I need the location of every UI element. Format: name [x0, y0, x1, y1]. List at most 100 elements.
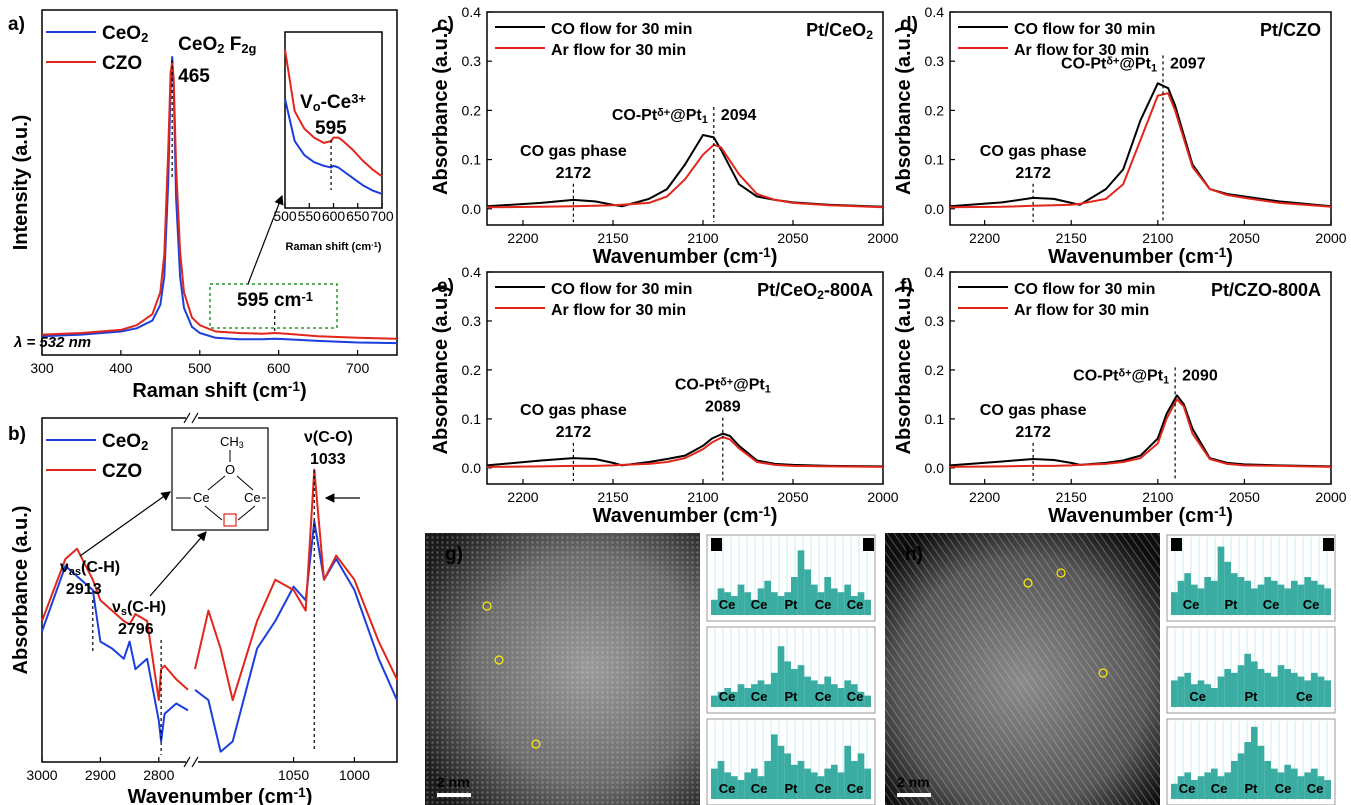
- profile-bar: [1257, 669, 1265, 707]
- y-tick-label: 0.4: [462, 264, 482, 280]
- probe-point: [482, 601, 492, 611]
- profile-bar: [777, 646, 785, 707]
- data-line: [41, 56, 398, 345]
- panel-title-part: 2: [817, 288, 824, 302]
- profile-bar: [857, 753, 865, 799]
- element-label: Ce: [1179, 781, 1196, 796]
- profile-bar: [1311, 768, 1318, 799]
- profile-bar: [817, 592, 825, 615]
- legend-label: CO flow for 30 min: [1014, 21, 1155, 38]
- data-line: [949, 92, 1332, 209]
- profile-bar: [777, 745, 785, 799]
- element-label: Ce: [815, 781, 832, 796]
- x-tick-label: 2200: [969, 230, 1000, 246]
- y-tick-label: 0.3: [462, 53, 482, 69]
- scale-label: 2 nm: [437, 774, 470, 790]
- x-axis-title-part: -1: [1214, 504, 1227, 519]
- gas-label: CO gas phase: [980, 402, 1087, 419]
- probe-point: [531, 739, 541, 749]
- band-value: 2913: [66, 581, 102, 598]
- profile-bar: [1277, 584, 1285, 615]
- corner-badge: [1171, 538, 1182, 551]
- data-line: [486, 143, 884, 209]
- profile-bar: [1244, 742, 1251, 799]
- panel-title-part: Pt/CeO: [806, 20, 866, 40]
- gas-label: CO gas phase: [980, 143, 1087, 160]
- panel-title-part: 2: [866, 28, 873, 42]
- peak-label-part: 2g: [241, 41, 256, 56]
- y-tick-label: 0.0: [462, 460, 482, 476]
- corner-badge: [711, 538, 722, 551]
- profile-bar: [1271, 580, 1278, 615]
- x-tick-label: 600: [267, 360, 291, 376]
- profile-bar: [797, 550, 805, 615]
- panel-title: Pt/CZO-800A: [1211, 280, 1321, 300]
- y-tick-label: 0.2: [925, 102, 945, 118]
- x-tick-label: 1050: [278, 767, 309, 783]
- profile-bar: [831, 684, 838, 707]
- profile-bar: [837, 592, 845, 615]
- y-tick-label: 0.1: [925, 411, 945, 427]
- profile-bar: [844, 584, 851, 615]
- profile-bar: [857, 691, 865, 707]
- x-tick-label: 2050: [1229, 489, 1260, 505]
- y-tick-label: 0.0: [462, 201, 482, 217]
- band-label: ν(C-O): [304, 429, 353, 446]
- profile-bar: [1264, 672, 1271, 707]
- peak-value: 465: [178, 66, 210, 87]
- data-line: [284, 49, 383, 178]
- corner-badge: [1323, 538, 1334, 551]
- element-label: Ce: [1275, 781, 1292, 796]
- profile-bar: [1171, 592, 1178, 615]
- peak-value: 2089: [705, 399, 741, 416]
- diagram-methyl-part: CH: [220, 434, 239, 449]
- y-tick-label: 0.4: [462, 4, 482, 20]
- x-axis-title-part: Wavenumber (cm: [1048, 246, 1214, 268]
- profile-bar: [1171, 680, 1178, 707]
- profile-bar: [751, 599, 758, 615]
- band-value: 2796: [118, 621, 154, 638]
- peak-label-part: @Pt: [1131, 367, 1163, 384]
- x-tick-label: 2100: [687, 489, 718, 505]
- x-axis-title-part: Wavenumber (cm: [593, 505, 759, 527]
- profile-bar: [837, 772, 845, 799]
- peak-label-part: CeO: [178, 34, 217, 55]
- x-axis-title-part: Raman shift (cm: [132, 380, 288, 402]
- panel-label: b): [8, 424, 26, 445]
- profile-bar: [1197, 588, 1205, 615]
- profile-bar: [857, 592, 865, 615]
- x-tick-label: 2200: [969, 489, 1000, 505]
- element-label: Ce: [751, 689, 768, 704]
- profile-bar: [1291, 768, 1298, 799]
- element-label: Ce: [1189, 689, 1206, 704]
- panel-label: d): [900, 14, 918, 35]
- profile-bar: [1297, 676, 1305, 707]
- profile-bar: [764, 684, 771, 707]
- y-tick-label: 0.3: [925, 53, 945, 69]
- diagram-oxygen: O: [225, 462, 235, 477]
- peak-label-part: F: [224, 34, 241, 55]
- band-label-part: ν: [60, 559, 69, 576]
- profile-bar: [731, 691, 738, 707]
- profile-bar: [751, 684, 758, 707]
- element-label: Pt: [785, 781, 799, 796]
- profile-bar: [757, 680, 765, 707]
- y-tick-label: 0.4: [925, 264, 945, 280]
- profile-bar: [1211, 688, 1218, 707]
- x-tick-label: 2000: [867, 230, 898, 246]
- legend-label: Ar flow for 30 min: [551, 42, 686, 59]
- x-tick-label: 2000: [1315, 489, 1346, 505]
- profile-bar: [1191, 684, 1198, 707]
- legend-label-part: CeO: [102, 431, 141, 452]
- legend-label: CO flow for 30 min: [551, 21, 692, 38]
- data-line: [41, 62, 398, 340]
- x-tick-label: 2150: [1056, 489, 1087, 505]
- gas-value: 2172: [1015, 165, 1051, 182]
- profile-bar: [1177, 676, 1185, 707]
- element-label: Ce: [719, 597, 736, 612]
- y-tick-label: 0.2: [925, 362, 945, 378]
- data-line: [284, 98, 383, 195]
- y-axis-title: Absorbance (a.u.): [893, 26, 915, 195]
- band-label-part: s: [121, 606, 127, 618]
- profile-bar: [1251, 661, 1258, 707]
